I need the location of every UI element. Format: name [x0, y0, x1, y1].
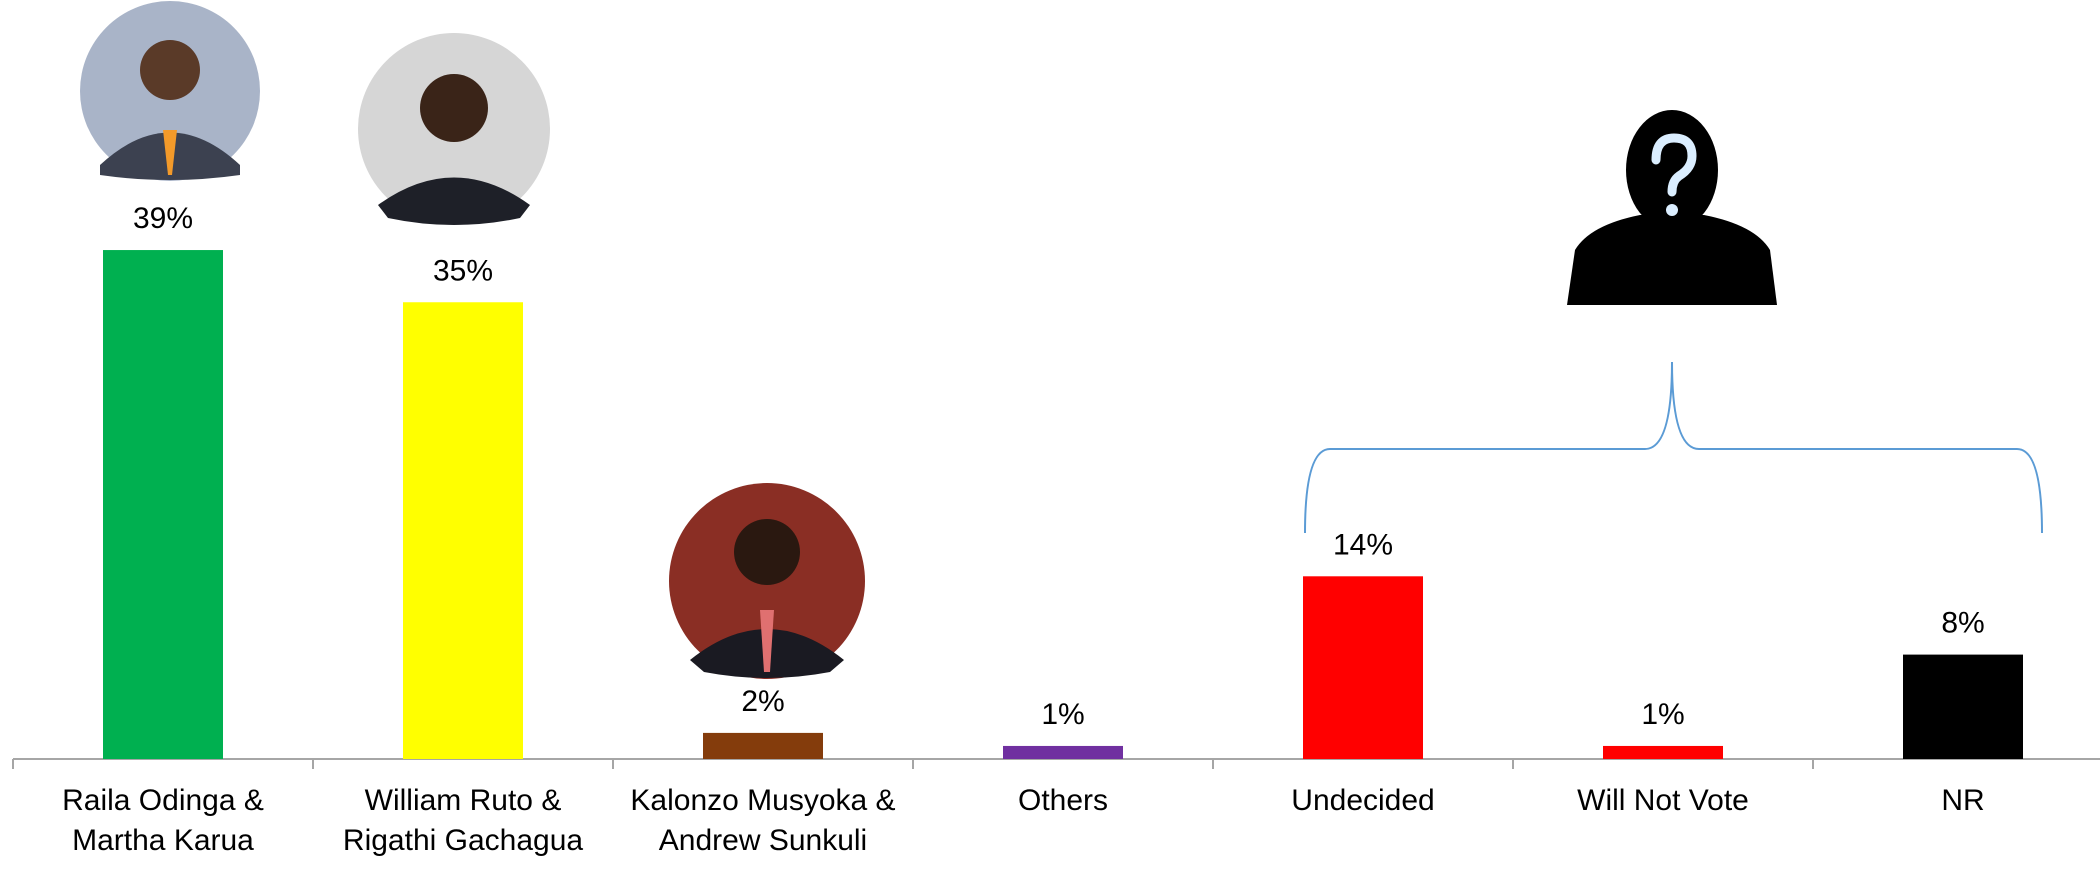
x-tick-label: Will Not Vote [1577, 784, 1749, 817]
value-label: 1% [1041, 698, 1084, 731]
candidate-photo [80, 1, 260, 181]
candidate-photo [669, 483, 865, 679]
value-label: 35% [433, 254, 493, 287]
x-tick-label: Undecided [1291, 784, 1435, 817]
value-label: 39% [133, 202, 193, 235]
bar [703, 732, 823, 759]
value-label: 14% [1333, 528, 1393, 561]
x-tick-label: NR [1941, 784, 1985, 817]
bar [403, 302, 523, 759]
candidate-photo [358, 33, 550, 225]
x-tick-label: William Ruto & Rigathi Gachagua [342, 784, 584, 857]
group-brace [1304, 361, 2043, 534]
value-label: 8% [1941, 607, 1984, 640]
bar [1303, 576, 1423, 759]
bar [103, 250, 223, 760]
bar [1603, 745, 1723, 759]
value-label: 2% [741, 685, 784, 718]
x-tick-label: Kalonzo Musyoka & Andrew Sunkuli [630, 784, 896, 857]
x-tick-label: Raila Odinga & Martha Karua [62, 784, 264, 857]
unknown-silhouette [1567, 110, 1777, 305]
bar [1903, 654, 2023, 759]
value-label: 1% [1641, 698, 1684, 731]
x-tick-label: Others [1017, 784, 1109, 817]
bar [1003, 745, 1123, 759]
